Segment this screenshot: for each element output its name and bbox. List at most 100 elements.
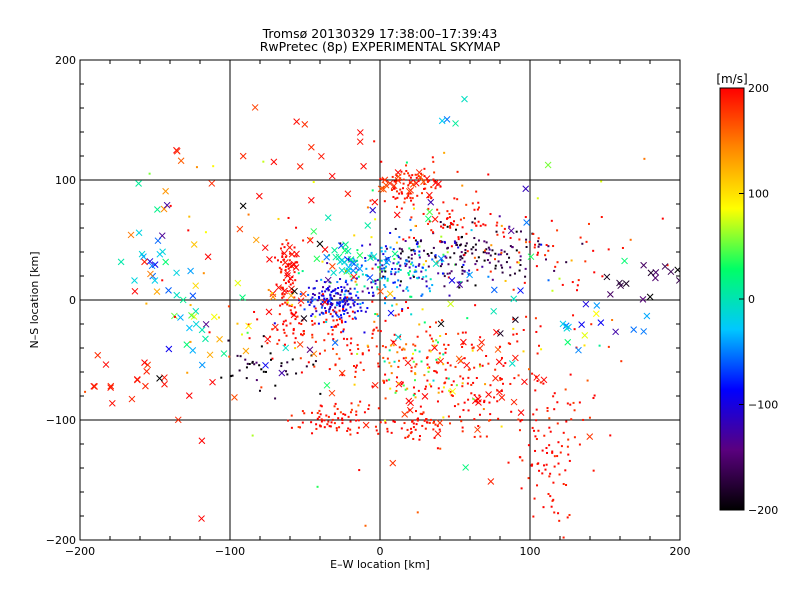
data-point-dot bbox=[430, 186, 433, 189]
data-point-dot bbox=[547, 279, 550, 282]
data-point-dot bbox=[322, 321, 325, 324]
data-point-dot bbox=[292, 332, 295, 335]
data-point-dot bbox=[488, 401, 491, 404]
data-point-dot bbox=[356, 352, 359, 355]
data-point-cross bbox=[296, 163, 304, 170]
data-point-dot bbox=[541, 449, 544, 452]
data-point-dot bbox=[451, 394, 454, 397]
data-point-dot bbox=[354, 316, 357, 319]
data-point-dot bbox=[357, 419, 360, 422]
data-point-dot bbox=[414, 224, 417, 227]
data-point-dot bbox=[331, 302, 334, 305]
data-point-dot bbox=[475, 190, 478, 193]
data-point-dot bbox=[311, 411, 314, 414]
data-point-cross bbox=[377, 287, 384, 295]
data-point-dot bbox=[145, 302, 148, 305]
data-point-cross bbox=[533, 374, 541, 381]
data-point-dot bbox=[532, 413, 535, 416]
data-point-dot bbox=[564, 388, 567, 391]
data-point-dot bbox=[350, 279, 353, 282]
data-point-dot bbox=[415, 176, 418, 179]
data-point-dot bbox=[567, 438, 570, 441]
data-point-dot bbox=[466, 250, 469, 253]
data-point-dot bbox=[349, 306, 352, 309]
data-point-dot bbox=[314, 340, 317, 343]
data-point-dot bbox=[436, 208, 439, 211]
data-point-dot bbox=[525, 245, 528, 248]
data-point-dot bbox=[371, 267, 374, 270]
data-point-dot bbox=[462, 377, 465, 380]
data-point-cross bbox=[231, 394, 238, 401]
data-point-dot bbox=[447, 276, 450, 279]
data-point-dot bbox=[470, 392, 473, 395]
data-point-dot bbox=[459, 375, 462, 378]
data-point-dot bbox=[283, 246, 286, 249]
data-point-dot bbox=[444, 347, 447, 350]
data-point-cross bbox=[622, 280, 630, 287]
data-point-dot bbox=[421, 424, 424, 427]
data-point-dot bbox=[416, 245, 419, 248]
data-point-dot bbox=[419, 405, 422, 408]
data-point-dot bbox=[359, 306, 362, 309]
data-point-dot bbox=[497, 260, 500, 263]
data-point-cross bbox=[431, 344, 438, 352]
data-point-cross bbox=[264, 335, 272, 343]
data-point-dot bbox=[488, 261, 491, 264]
data-point-dot bbox=[499, 378, 502, 381]
data-point-dot bbox=[281, 243, 284, 246]
data-point-cross bbox=[269, 293, 277, 301]
data-point-dot bbox=[553, 511, 556, 514]
data-point-dot bbox=[457, 236, 460, 239]
data-point-dot bbox=[461, 184, 464, 187]
data-point-dot bbox=[519, 456, 522, 459]
data-point-cross bbox=[287, 275, 294, 282]
data-point-dot bbox=[443, 224, 446, 227]
data-point-cross bbox=[646, 293, 654, 301]
data-point-dot bbox=[396, 262, 399, 265]
data-point-cross bbox=[377, 185, 385, 193]
data-point-dot bbox=[524, 216, 527, 219]
data-point-dot bbox=[377, 314, 380, 317]
data-point-dot bbox=[578, 401, 581, 404]
data-point-dot bbox=[548, 426, 551, 429]
data-point-dot bbox=[392, 248, 395, 251]
data-point-cross bbox=[239, 152, 247, 160]
data-point-dot bbox=[407, 306, 410, 309]
data-point-cross bbox=[330, 269, 338, 277]
data-point-dot bbox=[399, 284, 402, 287]
data-point-dot bbox=[446, 225, 449, 228]
data-point-dot bbox=[326, 423, 329, 426]
data-point-dot bbox=[370, 236, 373, 239]
data-point-dot bbox=[472, 246, 475, 249]
data-point-dot bbox=[276, 328, 279, 331]
data-point-dot bbox=[327, 332, 330, 335]
data-point-dot bbox=[478, 413, 481, 416]
data-point-dot bbox=[461, 257, 464, 260]
data-point-dot bbox=[354, 260, 357, 263]
data-point-dot bbox=[438, 212, 441, 215]
data-point-dot bbox=[621, 246, 624, 249]
data-point-dot bbox=[296, 261, 299, 264]
data-point-dot bbox=[410, 431, 413, 434]
data-point-dot bbox=[425, 418, 428, 421]
data-point-cross bbox=[578, 321, 585, 328]
data-point-cross bbox=[521, 378, 528, 386]
data-point-dot bbox=[354, 366, 357, 369]
data-point-cross bbox=[293, 118, 300, 126]
data-point-dot bbox=[326, 297, 329, 300]
data-point-dot bbox=[288, 259, 291, 262]
data-point-dot bbox=[289, 252, 292, 255]
data-point-dot bbox=[427, 370, 430, 373]
data-point-dot bbox=[473, 222, 476, 225]
data-point-dot bbox=[260, 386, 263, 389]
data-point-dot bbox=[318, 313, 321, 316]
data-point-cross bbox=[142, 382, 149, 390]
data-point-cross bbox=[389, 459, 397, 467]
data-point-dot bbox=[423, 182, 426, 185]
data-point-cross bbox=[508, 360, 516, 367]
data-point-cross bbox=[401, 410, 409, 418]
data-point-cross bbox=[436, 419, 444, 427]
data-point-dot bbox=[448, 272, 451, 275]
data-point-cross bbox=[102, 361, 110, 368]
data-point-dot bbox=[515, 332, 518, 335]
